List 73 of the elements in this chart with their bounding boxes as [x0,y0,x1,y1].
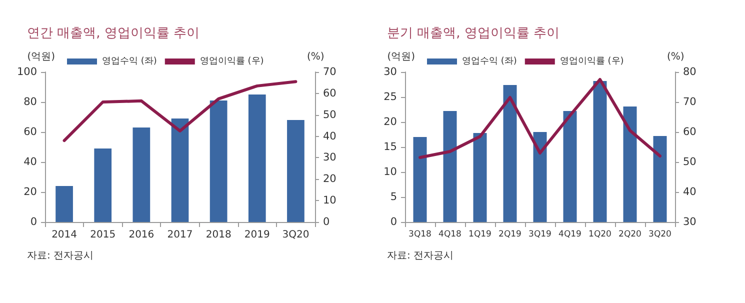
bar [443,111,457,222]
y-axis-title: (억원) [387,52,416,62]
line-series [418,78,662,159]
bar [563,111,577,222]
y2-tick-label: 10 [323,194,336,207]
bar [653,136,667,222]
x-tick-label: 2016 [128,230,154,240]
bar [287,120,304,222]
legend-label: 영업수익 (좌) [462,56,517,66]
y-tick-label: 0 [390,216,397,228]
y-tick-label: 25 [384,91,397,103]
y-tick-label: 5 [390,191,397,203]
y-tick-label: 20 [24,186,37,198]
bar [210,100,228,222]
x-tick-label: 2Q20 [618,230,642,240]
y2-tick-label: 30 [683,216,696,228]
y-tick-label: 60 [24,126,37,138]
y2-tick-label: 40 [323,130,336,142]
y2-tick-label: 30 [323,152,336,164]
x-tick-label: 4Q18 [438,230,462,240]
bar [132,128,150,222]
bar [248,94,266,222]
x-tick-label: 2015 [90,230,116,240]
bar [94,148,112,222]
x-tick-label: 2019 [244,230,270,240]
y-tick-label: 15 [384,141,397,153]
line-series [62,80,298,142]
x-tick-label: 3Q20 [282,230,310,240]
bar [623,106,637,222]
x-tick-label: 2018 [206,230,232,240]
bar [503,85,517,222]
text: 자료: 전자공시 [387,250,454,262]
y-tick-label: 0 [30,216,37,228]
x-tick-label: 2014 [52,230,78,240]
bar [56,186,73,222]
y2-tick-label: 20 [323,173,336,186]
y2-tick-label: 50 [683,156,696,168]
y2-tick-label: 60 [683,126,696,138]
y-axis-title: (억원) [27,52,56,62]
legend-label: 영업이익률 (우) [200,56,264,66]
text: 자료: 전자공시 [27,250,94,262]
bar [593,81,607,222]
y2-tick-label: 50 [323,108,336,121]
legend-label: 영업이익률 (우) [560,56,624,66]
chart-title: 분기 매출액, 영업이익률 추이 [387,26,560,41]
legend-label: 영업수익 (좌) [102,56,157,66]
bar [413,137,427,222]
chart-title: 연간 매출액, 영업이익률 추이 [27,26,200,41]
y2-tick-label: 80 [683,66,696,78]
bar [533,132,547,222]
x-tick-label: 3Q20 [648,230,672,240]
y2-tick-label: 0 [323,216,330,228]
y2-tick-label: 70 [323,66,336,78]
y-tick-label: 40 [24,156,37,168]
y-tick-label: 80 [24,96,37,108]
bar [171,118,189,222]
y2-tick-label: 40 [683,186,696,198]
x-tick-label: 3Q19 [528,230,552,240]
y-tick-label: 10 [384,166,397,178]
y2-tick-label: 70 [683,96,696,108]
x-tick-label: 2017 [167,230,193,240]
y-tick-label: 20 [384,116,397,128]
y2-axis-title: (%) [307,52,324,62]
x-tick-label: 3Q18 [408,230,432,240]
y2-tick-label: 60 [323,87,336,100]
y2-axis-title: (%) [667,52,684,62]
y-tick-label: 100 [16,66,37,78]
x-tick-label: 1Q19 [468,230,492,240]
bar [473,133,487,222]
x-tick-label: 2Q19 [498,230,522,240]
x-tick-label: 4Q19 [558,230,582,240]
y-tick-label: 30 [384,66,397,78]
x-tick-label: 1Q20 [588,230,612,240]
